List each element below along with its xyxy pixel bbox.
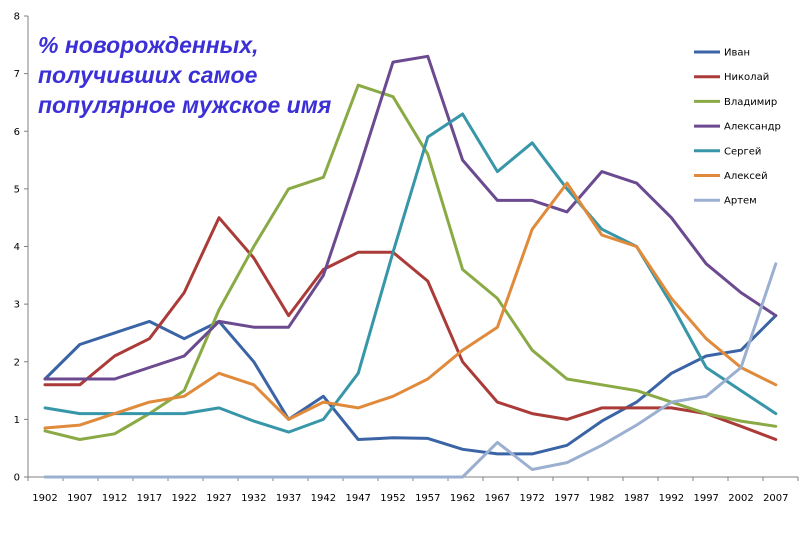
x-tick-label: 1902 — [32, 493, 57, 504]
series-line — [43, 112, 778, 434]
x-tick-label: 2007 — [763, 493, 788, 504]
legend-label: Николай — [724, 72, 769, 83]
x-tick-label: 1927 — [206, 493, 231, 504]
series-line — [43, 181, 778, 430]
y-tick-label: 7 — [14, 69, 20, 80]
chart-legend: Иван Николай Владимир Александр Сергей Алексе… — [694, 48, 781, 207]
series-line — [43, 262, 778, 479]
x-tick-label: 1937 — [276, 493, 301, 504]
x-tick-label: 1947 — [345, 493, 370, 504]
series-line — [43, 54, 778, 381]
x-tick-label: 1972 — [519, 493, 544, 504]
x-tick-label: 1907 — [67, 493, 92, 504]
x-tick-label: 1992 — [659, 493, 684, 504]
legend-label: Алексей — [724, 171, 768, 182]
x-tick-label: 1987 — [624, 493, 649, 504]
x-tick-label: 1922 — [171, 493, 196, 504]
y-tick-label: 3 — [14, 300, 20, 311]
x-tick-label: 2002 — [728, 493, 753, 504]
x-tick-label: 1982 — [589, 493, 614, 504]
x-tick-label: 1997 — [693, 493, 718, 504]
chart-series — [43, 54, 778, 479]
x-tick-label: 1952 — [380, 493, 405, 504]
x-tick-label: 1962 — [450, 493, 475, 504]
x-tick-label: 1957 — [415, 493, 440, 504]
y-tick-label: 6 — [14, 127, 20, 138]
series-line — [43, 216, 778, 441]
y-tick-label: 1 — [14, 415, 20, 426]
legend-label: Иван — [724, 48, 750, 59]
series-line — [43, 314, 778, 456]
x-tick-label: 1967 — [485, 493, 510, 504]
chart-title: % новорожденных, получивших самое популя… — [38, 32, 332, 118]
legend-label: Александр — [724, 122, 781, 133]
x-tick-label: 1977 — [554, 493, 579, 504]
legend-label: Сергей — [724, 146, 761, 157]
series-line — [43, 83, 778, 441]
x-tick-label: 1917 — [137, 493, 162, 504]
y-tick-label: 4 — [14, 242, 20, 253]
x-tick-label: 1912 — [102, 493, 127, 504]
y-tick-label: 5 — [14, 184, 20, 195]
legend-label: Владимир — [724, 97, 777, 108]
y-tick-label: 8 — [14, 12, 20, 23]
x-tick-label: 1942 — [311, 493, 336, 504]
legend-label: Артем — [724, 196, 757, 207]
y-tick-label: 2 — [14, 357, 20, 368]
y-tick-label: 0 — [14, 473, 20, 484]
x-tick-label: 1932 — [241, 493, 266, 504]
